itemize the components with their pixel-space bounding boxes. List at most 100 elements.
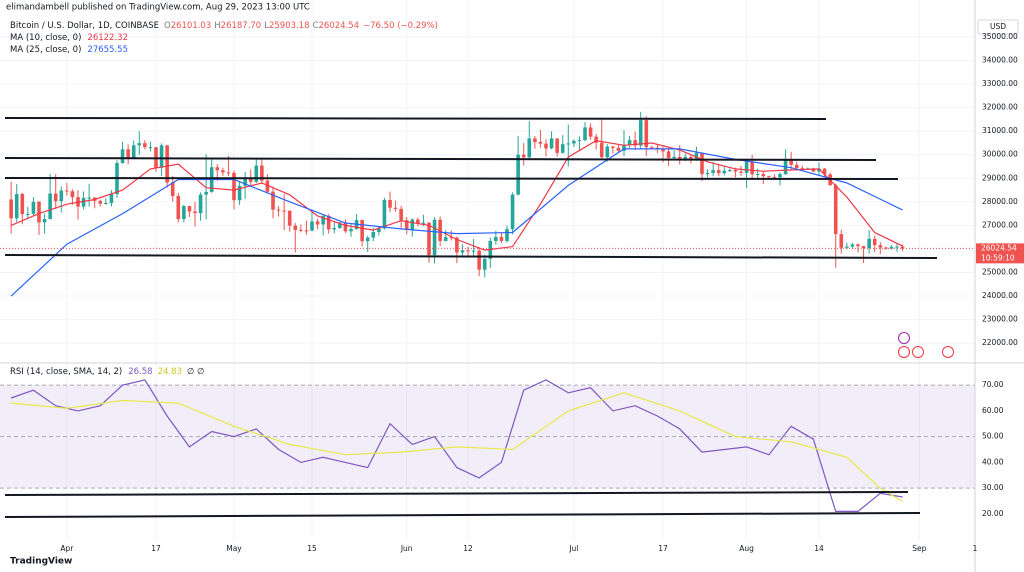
candle-body bbox=[494, 236, 498, 241]
candle-body bbox=[399, 208, 403, 221]
ma-name: MA (10, close, 0) bbox=[10, 33, 81, 43]
last-price-label: 26024.54 bbox=[981, 243, 1017, 252]
candle-body bbox=[14, 194, 19, 219]
candle-body bbox=[833, 185, 838, 235]
legend-rsi: RSI (14, close, SMA, 14, 2) 26.58 24.83 ∅ ∅ bbox=[10, 367, 204, 377]
candle-body bbox=[767, 176, 771, 178]
candle-body bbox=[800, 168, 805, 170]
candle-body bbox=[338, 222, 342, 228]
y-tick-label: 23000.00 bbox=[982, 315, 1018, 324]
candle-body bbox=[572, 140, 576, 144]
candle-body bbox=[872, 238, 877, 246]
x-tick-label: 1 bbox=[973, 544, 978, 553]
y-tick-label: 31000.00 bbox=[982, 126, 1018, 135]
event-icons bbox=[898, 332, 954, 358]
candle-body bbox=[271, 191, 275, 210]
candle-body bbox=[221, 170, 225, 173]
y-tick-label: 40.00 bbox=[982, 457, 1004, 466]
plot bbox=[0, 111, 975, 512]
candle-body bbox=[260, 165, 264, 181]
candle-body bbox=[26, 213, 30, 215]
event-icon[interactable] bbox=[912, 346, 924, 358]
candle-body bbox=[282, 210, 286, 212]
ohlc-key: H bbox=[214, 21, 220, 31]
candle-body bbox=[371, 231, 376, 238]
candle-body bbox=[304, 230, 309, 232]
candle-body bbox=[349, 228, 353, 232]
candle-body bbox=[716, 170, 721, 174]
candle-body bbox=[59, 190, 64, 202]
candle-body bbox=[516, 154, 520, 195]
x-tick-label: 17 bbox=[658, 544, 668, 553]
candle-body bbox=[254, 165, 259, 182]
candle-body bbox=[159, 145, 164, 168]
candle-body bbox=[661, 148, 665, 152]
x-tick-label: Jul bbox=[568, 544, 578, 553]
candle-body bbox=[689, 156, 693, 160]
event-icon[interactable] bbox=[898, 332, 910, 344]
candle-body bbox=[845, 246, 849, 248]
trend-line bbox=[4, 117, 827, 120]
candle-body bbox=[237, 185, 242, 201]
candle-body bbox=[722, 170, 727, 174]
candle-body bbox=[761, 174, 766, 177]
x-tick-label: Apr bbox=[60, 544, 74, 553]
candle-body bbox=[672, 156, 676, 159]
candle-body bbox=[577, 140, 582, 142]
candle-body bbox=[326, 215, 331, 230]
candle-body bbox=[728, 170, 732, 172]
currency[interactable]: USD bbox=[990, 22, 1006, 31]
candle-body bbox=[650, 147, 654, 149]
candle-body bbox=[410, 219, 415, 230]
event-icon[interactable] bbox=[898, 346, 910, 358]
candle-body bbox=[293, 225, 298, 230]
candle-body bbox=[544, 143, 548, 149]
candle-body bbox=[867, 238, 871, 249]
candle-body bbox=[588, 127, 593, 137]
candle-body bbox=[521, 154, 526, 158]
trend-line bbox=[4, 177, 899, 180]
candle-body bbox=[510, 194, 515, 230]
candle-body bbox=[109, 194, 114, 204]
candle-body bbox=[65, 190, 69, 192]
symbol: Bitcoin / U.S. Dollar, 1D, COINBASE bbox=[10, 21, 159, 31]
candle-body bbox=[878, 245, 883, 248]
candle-body bbox=[287, 210, 292, 226]
candle-body bbox=[87, 197, 91, 199]
trend-line bbox=[4, 491, 909, 496]
y-tick-label: 50.00 bbox=[982, 432, 1004, 441]
candle-body bbox=[165, 145, 169, 183]
candle-body bbox=[427, 222, 431, 256]
candle-body bbox=[343, 222, 348, 232]
rsi-name: RSI (14, close, SMA, 14, 2) bbox=[10, 367, 122, 377]
y-tick-label: 22000.00 bbox=[982, 338, 1018, 347]
x-tick-label: 15 bbox=[307, 544, 317, 553]
y-tick-label: 27000.00 bbox=[982, 220, 1018, 229]
candle-body bbox=[839, 234, 844, 248]
currency-button[interactable] bbox=[977, 19, 1019, 35]
event-icon[interactable] bbox=[942, 346, 954, 358]
candle-body bbox=[895, 246, 899, 248]
y-tick-label: 25000.00 bbox=[982, 268, 1018, 277]
x-tick-label: 17 bbox=[151, 544, 161, 553]
candle-body bbox=[232, 172, 236, 201]
candle-body bbox=[432, 219, 437, 256]
candle-body bbox=[193, 211, 197, 214]
candle-body bbox=[438, 219, 442, 241]
rsi-sma-value: 24.83 bbox=[158, 367, 182, 377]
trend-line bbox=[4, 254, 938, 259]
candle-body bbox=[120, 149, 125, 163]
last-price-box bbox=[976, 243, 1024, 264]
candle-body bbox=[499, 236, 504, 241]
candle-body bbox=[638, 120, 643, 146]
trend-lines bbox=[4, 117, 938, 518]
y-tick-label: 30.00 bbox=[982, 483, 1004, 492]
trend-line bbox=[4, 512, 921, 518]
candle-body bbox=[388, 199, 392, 208]
x-tick-label: 12 bbox=[463, 544, 473, 553]
candle-body bbox=[70, 191, 75, 198]
candle-body bbox=[566, 143, 571, 145]
ohlc-key: O bbox=[164, 21, 171, 31]
candle-body bbox=[315, 221, 320, 225]
x-tick-label: Sep bbox=[912, 544, 926, 553]
